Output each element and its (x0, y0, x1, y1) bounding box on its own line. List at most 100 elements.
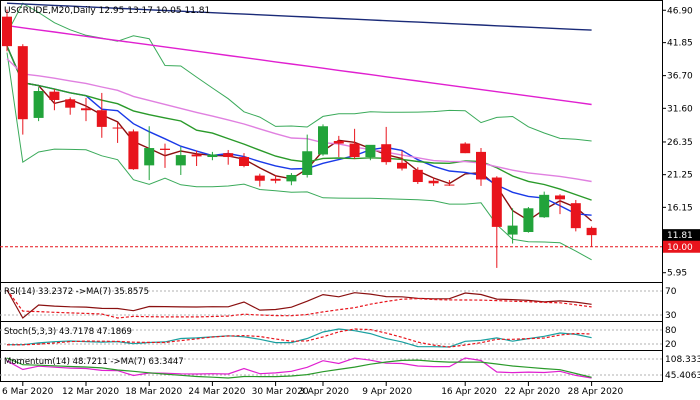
candle[interactable] (570, 199, 581, 232)
candle[interactable] (444, 180, 455, 186)
candle-body[interactable] (81, 108, 91, 111)
candle[interactable] (17, 44, 28, 135)
candle[interactable] (491, 176, 502, 268)
ma-200-line (6, 2, 592, 31)
date-tick-label: 22 Apr 2020 (504, 387, 560, 397)
candle-body[interactable] (223, 153, 234, 158)
candle-body[interactable] (349, 143, 360, 158)
candle[interactable] (2, 9, 12, 52)
candle[interactable] (318, 124, 328, 156)
candle-body[interactable] (286, 174, 297, 182)
date-tick-label: 9 Apr 2020 (362, 387, 412, 397)
candle-body[interactable] (191, 154, 202, 157)
candle[interactable] (555, 194, 565, 215)
candle[interactable] (586, 226, 597, 247)
candle[interactable] (144, 126, 155, 181)
candle-body[interactable] (365, 144, 376, 158)
candle[interactable] (112, 122, 123, 143)
candle[interactable] (65, 97, 76, 115)
price-level-badge (663, 240, 700, 253)
candle[interactable] (270, 174, 281, 184)
candle[interactable] (286, 173, 297, 186)
candle-body[interactable] (586, 227, 597, 236)
candle-body[interactable] (523, 208, 534, 233)
stoch-d-line (7, 328, 592, 348)
candle-body[interactable] (175, 155, 186, 166)
candle-body[interactable] (270, 178, 281, 181)
candle-body[interactable] (160, 148, 170, 150)
candle[interactable] (412, 167, 423, 184)
candle-body[interactable] (254, 175, 265, 181)
candle-body[interactable] (128, 131, 139, 170)
date-tick-label: 24 Mar 2020 (188, 387, 245, 397)
date-tick-label: 3 Apr 2020 (299, 387, 349, 397)
candle[interactable] (223, 149, 234, 165)
date-tick-label: 30 Mar 2020 (252, 387, 309, 397)
candle[interactable] (349, 128, 360, 159)
candle-body[interactable] (460, 143, 471, 154)
candle-body[interactable] (2, 16, 12, 47)
price-tick-label: 36.70 (667, 72, 693, 82)
ma-medium-line (6, 45, 592, 216)
candle[interactable] (175, 146, 186, 175)
candle-body[interactable] (318, 126, 328, 155)
candle-body[interactable] (333, 141, 344, 144)
price-tick-label: 16.15 (667, 203, 693, 213)
candle[interactable] (239, 153, 249, 168)
candle-body[interactable] (207, 154, 218, 158)
candle-body[interactable] (539, 194, 550, 218)
candle[interactable] (428, 177, 439, 186)
candle[interactable] (397, 150, 407, 171)
date-tick-label: 12 Mar 2020 (62, 387, 119, 397)
price-tick-label: 21.25 (667, 171, 693, 181)
candle-body[interactable] (144, 148, 155, 166)
candle-body[interactable] (555, 195, 565, 200)
candle-body[interactable] (33, 91, 44, 118)
rsi-line (6, 289, 592, 319)
candle[interactable] (333, 135, 344, 158)
date-tick-label: 16 Apr 2020 (441, 387, 497, 397)
candle[interactable] (302, 134, 313, 178)
date-tick-label: 6 Mar 2020 (2, 387, 54, 397)
candle-body[interactable] (49, 91, 60, 100)
candle[interactable] (381, 126, 392, 165)
candle-body[interactable] (302, 151, 313, 175)
momentum-label: Momentum(14) 48.7211 ->MA(7) 63.3447 (4, 357, 184, 367)
momentum-axis-label: 108.3332 (665, 355, 700, 365)
candle-body[interactable] (112, 127, 123, 129)
candle-body[interactable] (428, 180, 439, 184)
candle-body[interactable] (412, 169, 423, 183)
candle-body[interactable] (444, 184, 455, 186)
candle[interactable] (96, 92, 107, 138)
candle[interactable] (476, 148, 486, 186)
candle[interactable] (460, 142, 471, 154)
ma-100-line (6, 24, 592, 106)
candle-body[interactable] (476, 151, 486, 180)
candle[interactable] (365, 144, 376, 161)
candle-body[interactable] (570, 203, 581, 229)
candle[interactable] (33, 87, 44, 122)
candle[interactable] (207, 151, 218, 161)
candle-body[interactable] (397, 162, 407, 169)
candle-body[interactable] (96, 110, 107, 127)
candle[interactable] (160, 143, 170, 168)
candle[interactable] (49, 89, 60, 111)
candle-body[interactable] (17, 46, 28, 120)
bollinger-bands (6, 2, 592, 261)
candle[interactable] (128, 129, 139, 170)
candle[interactable] (254, 173, 265, 187)
candle[interactable] (539, 191, 550, 218)
price-tick-label: 5.95 (667, 269, 687, 279)
candle-body[interactable] (239, 157, 249, 166)
candle[interactable] (507, 208, 518, 244)
candlesticks[interactable] (2, 9, 597, 268)
candle-body[interactable] (491, 177, 502, 227)
candle[interactable] (81, 98, 91, 122)
candle-body[interactable] (65, 99, 76, 108)
candle[interactable] (191, 150, 202, 166)
candle-body[interactable] (381, 144, 392, 163)
candle[interactable] (523, 207, 534, 233)
candle-body[interactable] (507, 225, 518, 235)
